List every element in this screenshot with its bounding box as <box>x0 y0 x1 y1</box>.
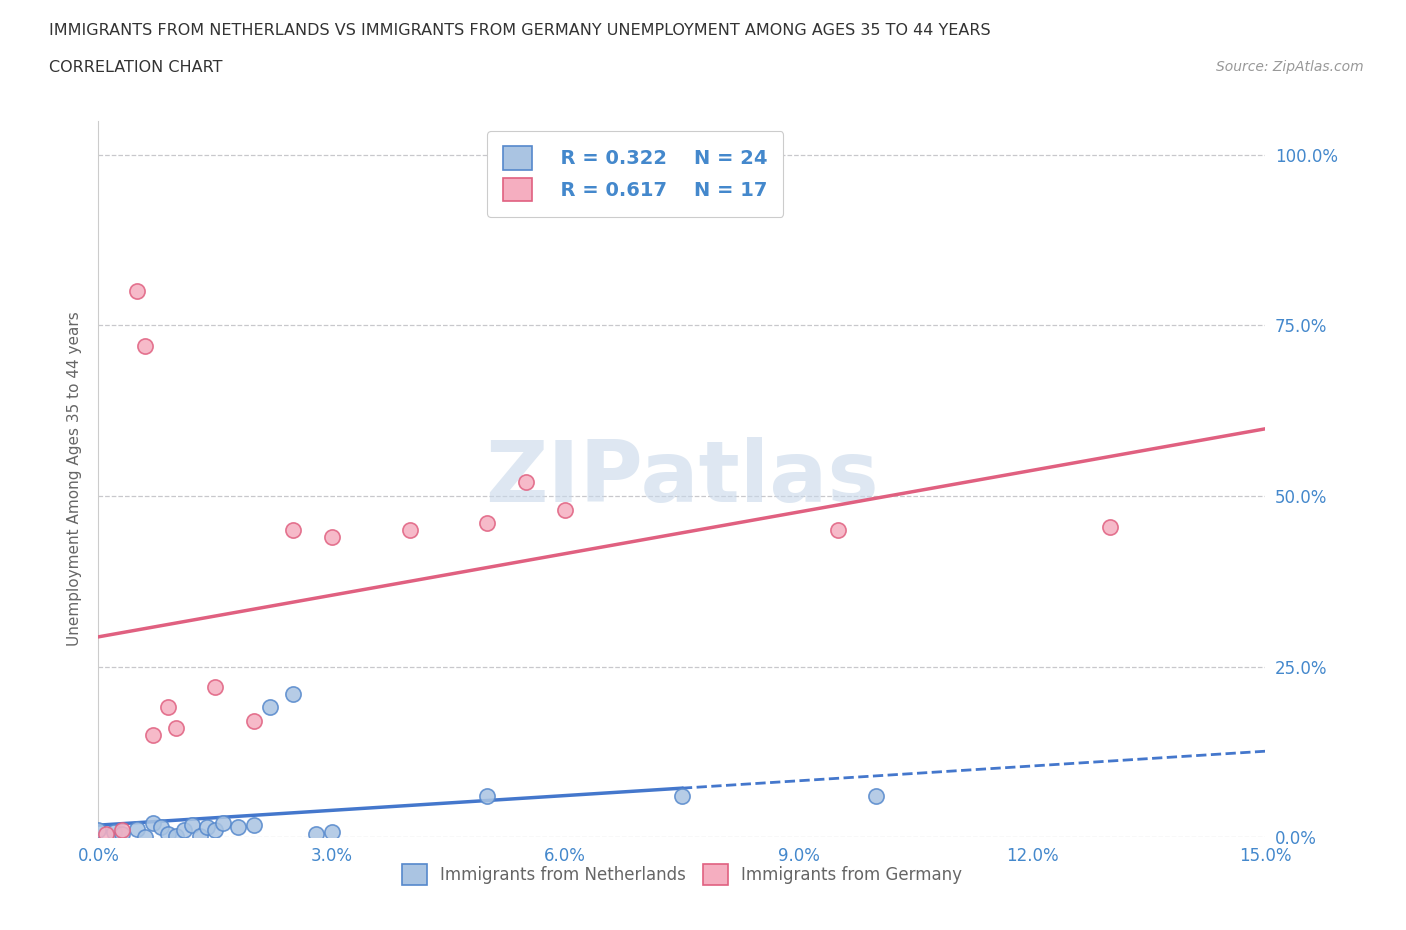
Point <box>477 789 499 804</box>
Point <box>865 789 887 804</box>
Point <box>111 823 134 838</box>
Text: IMMIGRANTS FROM NETHERLANDS VS IMMIGRANTS FROM GERMANY UNEMPLOYMENT AMONG AGES 3: IMMIGRANTS FROM NETHERLANDS VS IMMIGRANT… <box>49 23 991 38</box>
Point <box>321 824 343 839</box>
Point <box>173 823 195 838</box>
Point <box>281 686 304 701</box>
Point <box>188 829 211 844</box>
Y-axis label: Unemployment Among Ages 35 to 44 years: Unemployment Among Ages 35 to 44 years <box>66 312 82 646</box>
Point <box>127 284 149 299</box>
Point <box>1098 519 1121 534</box>
Point <box>671 789 693 804</box>
Text: CORRELATION CHART: CORRELATION CHART <box>49 60 222 75</box>
Point <box>204 823 226 838</box>
Point <box>165 721 187 736</box>
Point <box>243 817 266 832</box>
Point <box>111 826 134 841</box>
Point <box>127 821 149 836</box>
Point <box>165 829 187 844</box>
Point <box>243 713 266 728</box>
Point <box>134 339 156 353</box>
Point <box>515 475 537 490</box>
Point <box>142 816 165 830</box>
Point <box>477 516 499 531</box>
Point <box>204 680 226 695</box>
Point <box>180 817 202 832</box>
Point <box>195 819 218 834</box>
Point <box>212 816 235 830</box>
Point <box>281 523 304 538</box>
Point <box>142 727 165 742</box>
Point <box>134 830 156 844</box>
Legend: Immigrants from Netherlands, Immigrants from Germany: Immigrants from Netherlands, Immigrants … <box>394 857 970 893</box>
Point <box>398 523 420 538</box>
Point <box>259 700 281 715</box>
Point <box>96 826 118 841</box>
Point <box>149 819 172 834</box>
Point <box>305 826 328 841</box>
Point <box>157 826 180 841</box>
Text: Source: ZipAtlas.com: Source: ZipAtlas.com <box>1216 60 1364 74</box>
Point <box>103 824 125 839</box>
Point <box>554 502 576 517</box>
Point <box>157 700 180 715</box>
Point <box>827 523 849 538</box>
Text: ZIPatlas: ZIPatlas <box>485 437 879 521</box>
Point <box>87 823 110 838</box>
Point <box>228 819 250 834</box>
Point <box>321 529 343 544</box>
